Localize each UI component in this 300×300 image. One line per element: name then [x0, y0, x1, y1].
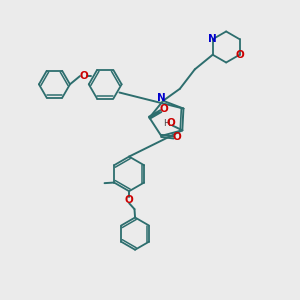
Text: N: N [208, 34, 217, 44]
Text: O: O [159, 104, 168, 114]
Text: O: O [79, 71, 88, 81]
Text: O: O [173, 132, 182, 142]
Text: O: O [236, 50, 244, 60]
Text: O: O [125, 195, 134, 205]
Text: H: H [164, 118, 170, 127]
Text: O: O [167, 118, 176, 128]
Text: N: N [157, 93, 166, 103]
